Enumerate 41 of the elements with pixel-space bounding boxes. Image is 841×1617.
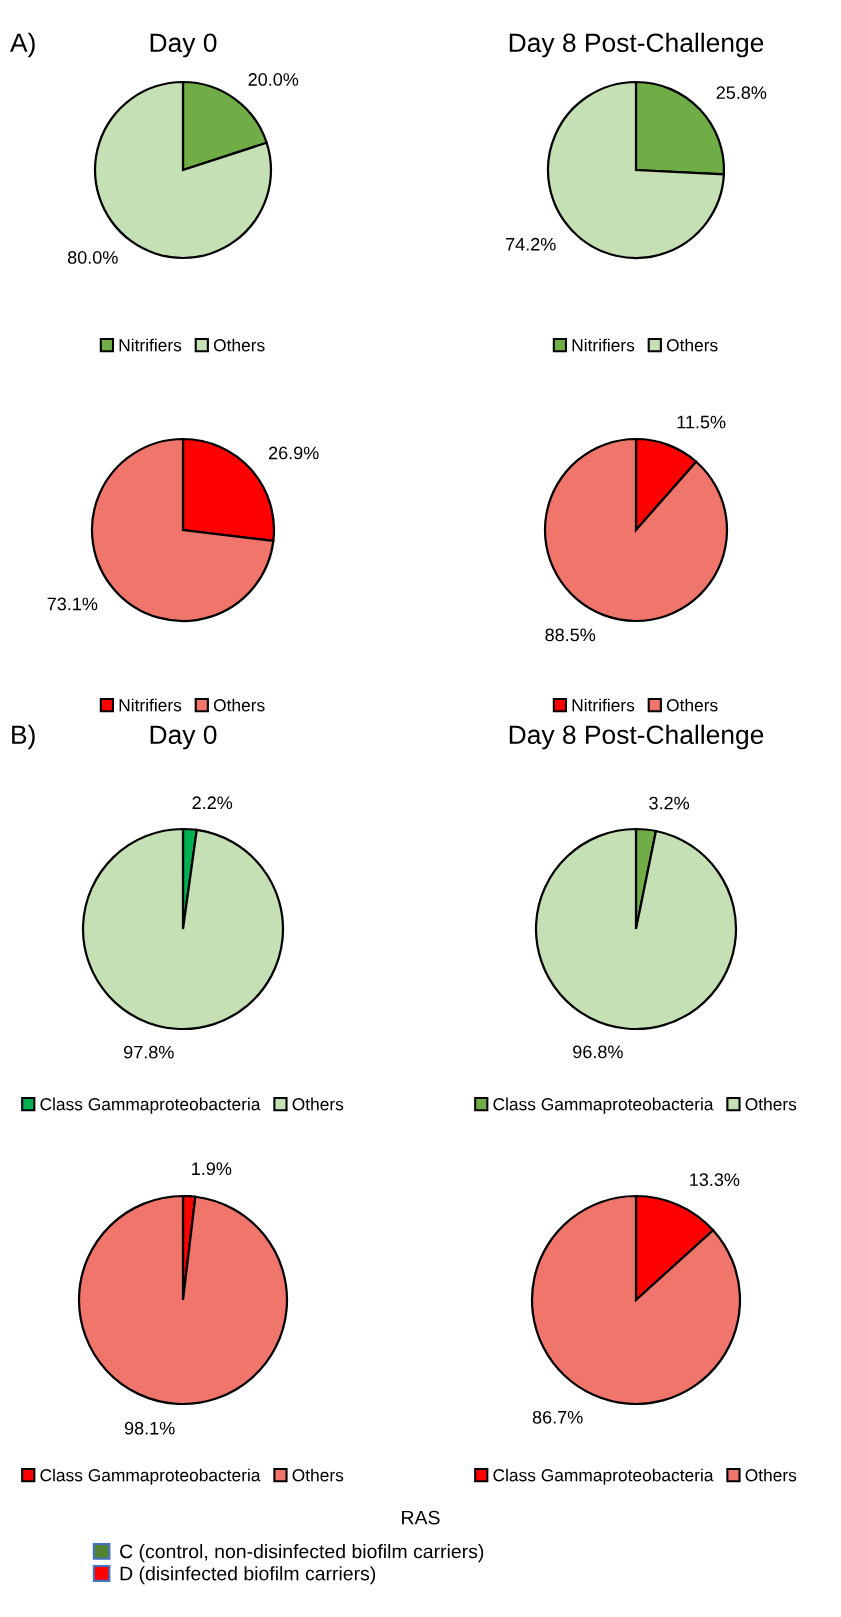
data-label: 20.0% (248, 73, 299, 86)
legend-label: Class Gammaproteobacteria (40, 1468, 261, 1485)
legend-label: Others (292, 1097, 344, 1111)
data-label: 1.9% (192, 1162, 232, 1176)
data-label: 86.7% (532, 1410, 583, 1424)
legend-label: Others (213, 698, 265, 712)
text: B) (12, 724, 35, 750)
category-label: C (control, non-disinfected biofilm carriers) (120, 1544, 484, 1563)
chart-title: Day 0 (150, 725, 217, 750)
data-label: 98.1% (124, 1421, 175, 1435)
legend-label: Others (745, 1097, 797, 1111)
data-label: 73.1% (47, 597, 98, 611)
legend-label: Nitrifiers (572, 698, 635, 712)
legend-label: Class Gammaproteobacteria (40, 1097, 261, 1114)
data-label: 3.2% (649, 796, 690, 810)
data-label: 26.9% (269, 446, 319, 460)
legend-label: Nitrifiers (119, 338, 182, 352)
text: RAS (402, 1510, 440, 1525)
legend-label: Others (213, 338, 265, 352)
legend-label: Others (745, 1468, 797, 1482)
data-label: 96.8% (573, 1045, 623, 1059)
data-label: 97.8% (124, 1045, 174, 1059)
legend-label: Others (292, 1468, 344, 1482)
chart-title: Day 8 Post-Challenge (509, 724, 764, 750)
data-label: 88.5% (545, 628, 596, 642)
data-label: 2.2% (192, 796, 233, 810)
legend-label: Nitrifiers (572, 338, 635, 352)
data-label: 13.3% (690, 1173, 740, 1187)
legend-label: Others (666, 698, 718, 712)
chart-title: Day 8 Post-Challenge (509, 32, 764, 58)
data-label: 11.5% (677, 415, 726, 429)
text: A) (10, 32, 35, 58)
legend-label: Others (666, 338, 718, 352)
category-label: D (disinfected biofilm carriers) (120, 1566, 376, 1585)
chart-title: Day 0 (150, 33, 217, 58)
data-label: 25.8% (716, 86, 767, 100)
legend-label: Nitrifiers (119, 698, 182, 712)
legend-label: Class Gammaproteobacteria (493, 1468, 714, 1485)
data-label: 74.2% (506, 237, 556, 251)
legend-label: Class Gammaproteobacteria (493, 1097, 714, 1114)
data-label: 80.0% (67, 251, 118, 264)
